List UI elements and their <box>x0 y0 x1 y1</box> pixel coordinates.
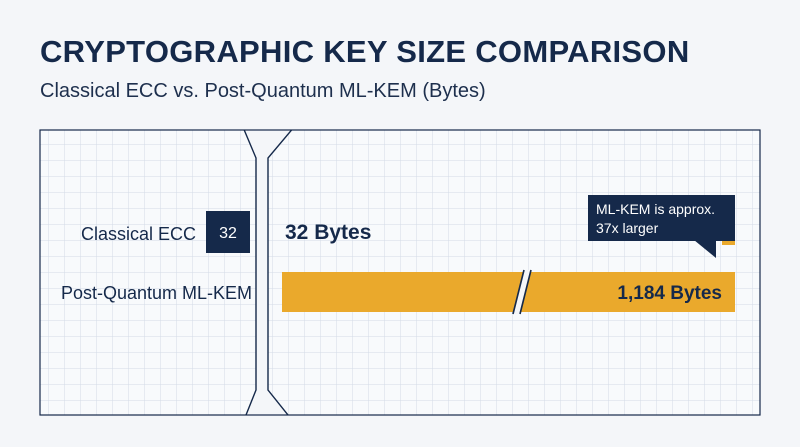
category-label-ml-kem: Post-Quantum ML-KEM <box>61 283 252 303</box>
callout-line-1: ML-KEM is approx. <box>596 201 715 217</box>
axis-break <box>243 130 293 415</box>
comparison-callout: ML-KEM is approx. 37x larger <box>588 195 735 258</box>
chart-title: CRYPTOGRAPHIC KEY SIZE COMPARISON <box>40 34 690 69</box>
category-label-classical-ecc: Classical ECC <box>81 224 196 244</box>
bar-label-classical-ecc: 32 <box>219 225 237 242</box>
chart-subtitle: Classical ECC vs. Post-Quantum ML-KEM (B… <box>40 80 486 102</box>
value-label-ml-kem: 1,184 Bytes <box>617 283 722 304</box>
callout-line-2: 37x larger <box>596 220 659 236</box>
value-label-classical-ecc: 32 Bytes <box>285 221 371 244</box>
bar-post-quantum-ml-kem <box>282 272 735 312</box>
bar-classical-ecc <box>206 211 250 253</box>
bar-break-mark <box>512 269 532 315</box>
panel-border <box>39 129 761 416</box>
